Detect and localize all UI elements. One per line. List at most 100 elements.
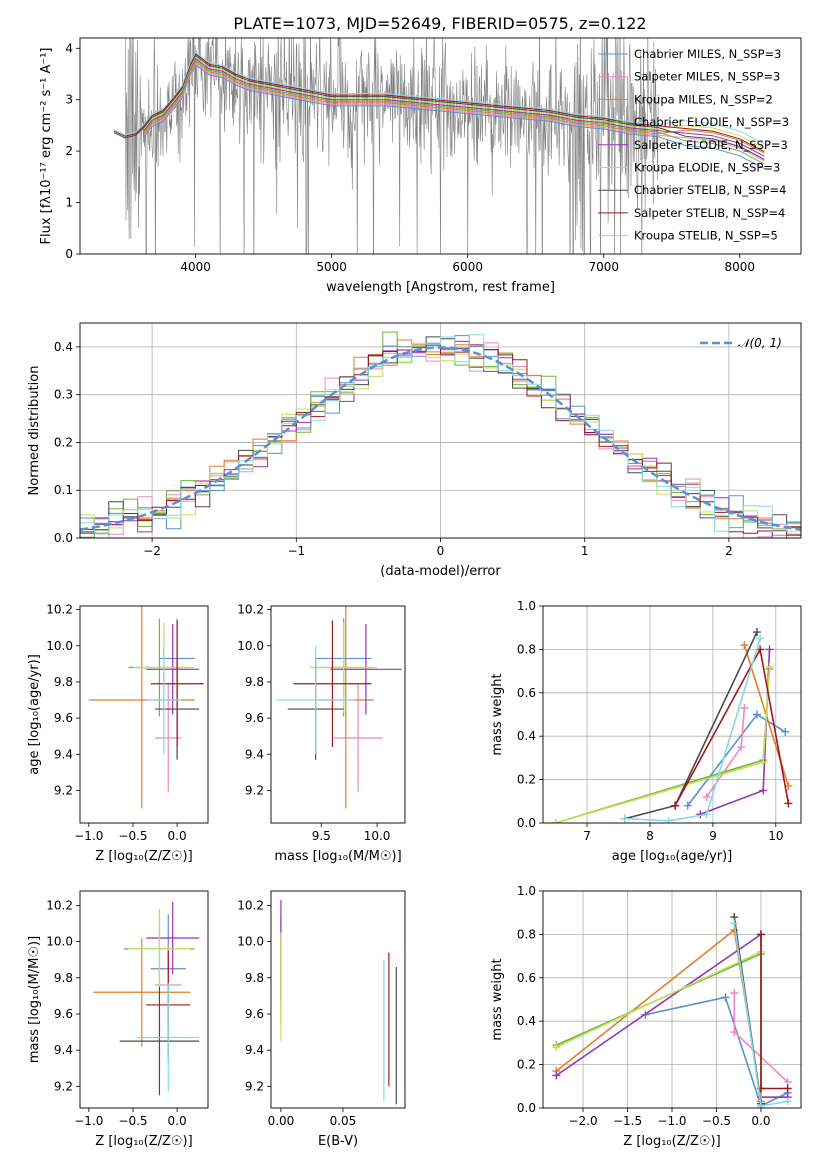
y-tick-label: 10.0 (237, 935, 264, 949)
y-axis-label: mass weight (490, 958, 505, 1040)
weight-marker (737, 743, 746, 752)
model-line-chabrier-stelib (113, 54, 765, 160)
weight-marker (781, 727, 790, 736)
weight-marker (552, 1071, 561, 1080)
y-tick-label: 9.2 (54, 783, 73, 797)
x-tick-label: 0 (437, 544, 445, 558)
y-tick-label: 0.3 (54, 388, 73, 402)
y-tick-label: 3 (65, 93, 73, 107)
weight-marker (740, 641, 749, 650)
y-tick-label: 9.6 (54, 711, 73, 725)
plot-area (552, 913, 792, 1108)
plot-area (280, 900, 397, 1105)
y-tick-label: 0.8 (517, 642, 536, 656)
y-tick-label: 1.0 (517, 884, 536, 898)
y-tick-label: 10.0 (237, 639, 264, 653)
weight-marker (702, 810, 711, 819)
x-tick-label: 10.0 (364, 829, 391, 843)
weight-marker (752, 710, 761, 719)
plot-area (276, 606, 402, 809)
y-tick-label: 4 (65, 41, 73, 55)
legend: Chabrier MILES, N_SSP=3 Salpeter MILES, N… (598, 47, 789, 243)
legend-label: Kroupa MILES, N_SSP=2 (634, 92, 773, 106)
weight-marker (664, 816, 673, 823)
x-axis-label: Z [log₁₀(Z/Z☉)] (95, 849, 192, 864)
y-tick-label: 9.4 (245, 1043, 264, 1057)
weight-marker (756, 634, 765, 643)
x-tick-label: 0.00 (268, 1114, 295, 1128)
axes: 9.5 10.0 9.2 9.4 9.6 9.8 10.0 10.2 mass [log₁₀(M… (237, 603, 406, 864)
x-tick-label: −0.5 (702, 1114, 731, 1128)
y-tick-label: 9.2 (245, 783, 264, 797)
y-tick-label: 9.4 (54, 747, 73, 761)
x-tick-label: −1.5 (613, 1114, 642, 1128)
grid-lines (543, 890, 801, 1109)
model-line-kroupa-stelib (113, 51, 765, 145)
y-tick-label: 0.1 (54, 483, 73, 497)
y-tick-label: 9.6 (245, 1007, 264, 1021)
y-axis-label: age [log₁₀(age/yr)] (27, 654, 42, 775)
weight-marker (702, 792, 711, 801)
histogram-step-kroupa-elodie (80, 351, 801, 532)
legend-label: Chabrier ELODIE, N_SSP=3 (634, 115, 789, 129)
x-tick-label: −1.0 (74, 829, 103, 843)
legend-label: Kroupa ELODIE, N_SSP=3 (634, 161, 780, 175)
weight-line-kroupa-elodie (555, 950, 762, 1108)
age-vs-mass-panel: 9.5 10.0 9.2 9.4 9.6 9.8 10.0 10.2 mass [log₁₀(M… (237, 603, 406, 864)
weight-marker (765, 662, 774, 671)
weight-marker (730, 988, 739, 997)
age-vs-metallicity-panel: −1.0 −0.5 0.0 9.2 9.4 9.6 9.8 10.0 10.2 Z [log₁₀(… (27, 603, 209, 864)
legend-label: Chabrier MILES, N_SSP=3 (634, 47, 781, 61)
x-tick-label: 0.0 (751, 1114, 770, 1128)
weight-marker (730, 1028, 739, 1037)
x-tick-label: −2.0 (568, 1114, 597, 1128)
x-tick-label: 5000 (316, 260, 347, 274)
plot-area (93, 901, 200, 1096)
y-tick-label: 0.4 (54, 340, 73, 354)
x-tick-label: 0.0 (168, 829, 187, 843)
histogram-step-salpeter-stelib (80, 344, 801, 534)
y-axis-label: Normed distribution (27, 366, 42, 496)
residuals-histogram-panel: −2 −1 0 1 2 0.0 0.1 0.2 0.3 0.4 (data-model)/error… (27, 322, 802, 579)
y-tick-label: 0.4 (517, 1014, 536, 1028)
mass-vs-extinction-panel: 0.00 0.05 9.2 9.4 9.6 9.8 10.0 10.2 E(B-V) (237, 890, 406, 1149)
y-tick-label: 10.2 (46, 603, 73, 617)
weight-line-chabrier-elodie (555, 952, 762, 1108)
mass-weight-vs-age-panel: 7 8 9 10 0.0 0.2 0.4 0.6 0.8 1.0 age [log₁₀(age/yr… (490, 599, 802, 864)
weight-marker (759, 786, 768, 795)
y-tick-label: 0.0 (517, 1101, 536, 1115)
weight-line-salpeter-stelib (760, 934, 788, 1090)
spectrum-panel: 4000 5000 6000 7000 8000 0 1 2 3 4 wavelength [Ang… (39, 37, 802, 295)
y-tick-label: 9.6 (245, 711, 264, 725)
y-tick-label: 1 (65, 196, 73, 210)
x-tick-label: 0.05 (330, 1114, 357, 1128)
y-tick-label: 0.4 (517, 729, 536, 743)
y-axis-label: mass [log₁₀(M/M☉)] (27, 936, 42, 1063)
axes: 0.00 0.05 9.2 9.4 9.6 9.8 10.0 10.2 E(B-V) (237, 890, 406, 1149)
x-axis-label: wavelength [Angstrom, rest frame] (326, 280, 555, 295)
x-tick-label: 1 (581, 544, 589, 558)
y-tick-label: 10.2 (46, 898, 73, 912)
y-tick-label: 10.2 (237, 898, 264, 912)
x-axis-label: age [log₁₀(age/yr)] (612, 849, 733, 864)
weight-marker (759, 758, 768, 767)
x-tick-label: 6000 (452, 260, 483, 274)
y-tick-label: 9.2 (245, 1079, 264, 1093)
weight-marker (620, 814, 629, 823)
legend-label: Chabrier STELIB, N_SSP=4 (634, 183, 786, 197)
y-tick-label: 9.4 (245, 747, 264, 761)
histogram-step-kroupa-stelib (80, 334, 801, 534)
x-tick-label: −2 (143, 544, 161, 558)
y-tick-label: 1.0 (517, 599, 536, 613)
y-tick-label: 0.0 (54, 531, 73, 545)
model-line-salpeter-elodie (143, 57, 765, 157)
legend: 𝒩(0, 1) (700, 336, 782, 350)
axes-frame (542, 605, 802, 824)
x-axis-label: Z [log₁₀(Z/Z☉)] (95, 1134, 192, 1149)
legend-label: Salpeter MILES, N_SSP=3 (634, 70, 780, 84)
model-line-chabrier-elodie (143, 59, 765, 165)
y-axis-label: Flux [fλ10⁻¹⁷ erg cm⁻² s⁻¹ A⁻¹] (39, 48, 54, 245)
y-tick-label: 0.2 (54, 435, 73, 449)
y-tick-label: 10.0 (46, 935, 73, 949)
y-tick-label: 9.2 (54, 1079, 73, 1093)
